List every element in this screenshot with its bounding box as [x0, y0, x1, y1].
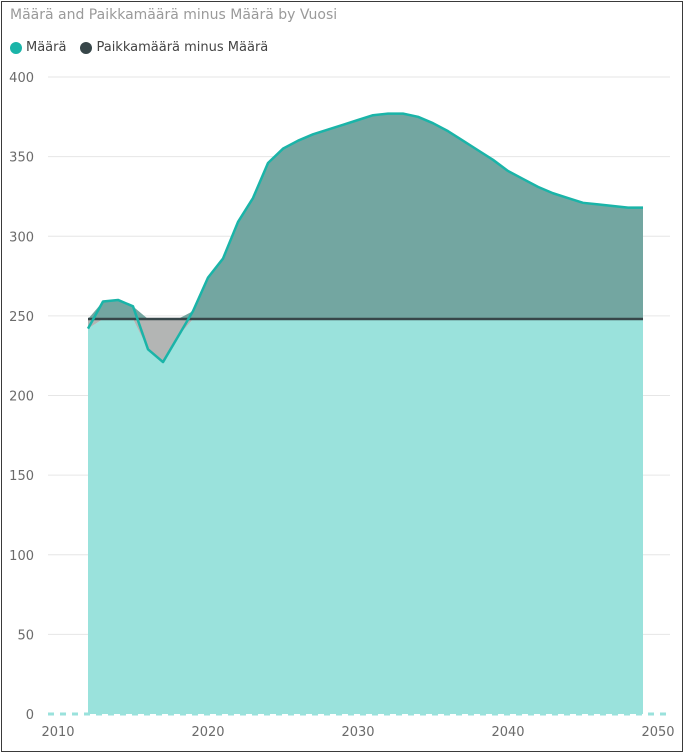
y-tick-label-350: 350 — [9, 151, 34, 166]
data-point-maara-2048[interactable] — [625, 205, 631, 211]
data-point-maara-2027[interactable] — [310, 131, 316, 137]
data-point-maara-2021[interactable] — [220, 256, 226, 262]
data-point-maara-2044[interactable] — [565, 195, 571, 201]
data-point-maara-2013[interactable] — [100, 299, 106, 305]
y-tick-label-250: 250 — [9, 310, 34, 325]
data-point-maara-2020[interactable] — [205, 275, 211, 281]
y-tick-label-150: 150 — [9, 469, 34, 484]
x-tick-label-2010: 2010 — [41, 725, 74, 740]
y-tick-label-300: 300 — [9, 230, 34, 245]
x-tick-label-2030: 2030 — [341, 725, 374, 740]
legend-marker-paikka — [80, 41, 93, 54]
data-point-maara-2045[interactable] — [580, 200, 586, 206]
data-point-maara-2042[interactable] — [535, 184, 541, 190]
data-point-maara-2037[interactable] — [460, 138, 466, 144]
data-point-maara-2016[interactable] — [145, 346, 151, 352]
legend-label-paikka: Paikkamäärä minus Määrä — [96, 40, 269, 55]
legend: Määrä Paikkamäärä minus Määrä — [10, 40, 282, 55]
data-point-maara-2046[interactable] — [595, 201, 601, 207]
legend-label-maara: Määrä — [26, 40, 67, 55]
data-point-maara-2024[interactable] — [265, 160, 271, 166]
data-point-maara-2025[interactable] — [280, 146, 286, 152]
data-point-maara-2026[interactable] — [295, 138, 301, 144]
y-tick-label-400: 400 — [9, 71, 34, 86]
chart-title: Määrä and Paikkamäärä minus Määrä by Vuo… — [10, 7, 338, 23]
data-point-maara-2014[interactable] — [115, 297, 121, 303]
legend-item-maara[interactable]: Määrä — [10, 40, 66, 55]
data-point-maara-2033[interactable] — [400, 111, 406, 117]
y-tick-label-50: 50 — [17, 628, 34, 643]
surplus-area — [88, 113, 643, 320]
data-point-maara-2019[interactable] — [190, 308, 196, 314]
data-point-maara-2043[interactable] — [550, 190, 556, 196]
data-point-maara-2018[interactable] — [175, 334, 181, 340]
data-point-maara-2038[interactable] — [475, 147, 481, 153]
series-line-maara — [86, 112, 643, 364]
data-point-maara-2017[interactable] — [160, 359, 166, 365]
data-point-maara-2031[interactable] — [370, 112, 376, 118]
legend-marker-maara — [10, 41, 22, 54]
data-point-maara-2030[interactable] — [355, 117, 361, 123]
deficit-area — [88, 319, 643, 363]
x-tick-label-2040: 2040 — [491, 725, 524, 740]
x-tick-label-2020: 2020 — [191, 725, 224, 740]
x-tick-label-2050: 2050 — [641, 725, 674, 740]
data-point-maara-2047[interactable] — [610, 203, 616, 209]
maara-area — [88, 319, 643, 714]
legend-item-paikka[interactable]: Paikkamäärä minus Määrä — [80, 40, 268, 55]
data-point-maara-2023[interactable] — [250, 195, 256, 201]
data-point-maara-2012[interactable] — [85, 326, 91, 332]
data-point-maara-2029[interactable] — [340, 122, 346, 128]
data-point-maara-2040[interactable] — [505, 168, 511, 174]
data-point-maara-2035[interactable] — [430, 120, 436, 126]
data-point-maara-2032[interactable] — [385, 111, 391, 117]
data-point-maara-2015[interactable] — [130, 303, 136, 309]
data-point-maara-2022[interactable] — [235, 219, 241, 225]
y-tick-label-100: 100 — [9, 549, 34, 564]
data-point-maara-2039[interactable] — [490, 157, 496, 163]
data-point-maara-2034[interactable] — [415, 114, 421, 120]
data-point-maara-2049[interactable] — [640, 205, 646, 211]
data-point-maara-2036[interactable] — [445, 128, 451, 134]
y-tick-label-200: 200 — [9, 390, 34, 405]
data-point-maara-2041[interactable] — [520, 176, 526, 182]
y-tick-label-0: 0 — [26, 708, 34, 723]
data-point-maara-2028[interactable] — [325, 127, 331, 133]
